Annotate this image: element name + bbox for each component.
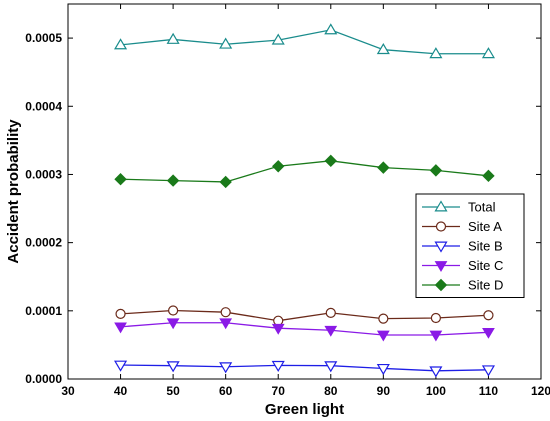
series-line — [120, 309, 489, 322]
data-point — [219, 318, 233, 330]
legend-label: Site D — [468, 278, 503, 293]
x-tick-label: 40 — [114, 384, 128, 398]
series-line — [120, 29, 489, 55]
data-point — [481, 365, 495, 377]
data-point — [378, 313, 389, 324]
x-tick-label: 120 — [531, 384, 550, 398]
y-tick-label: 0.0001 — [25, 304, 62, 318]
y-tick-label: 0.0003 — [25, 167, 62, 181]
data-point — [376, 363, 390, 376]
data-point — [272, 160, 285, 173]
axes — [67, 3, 542, 380]
data-point — [377, 161, 390, 174]
plot-frame — [67, 3, 542, 380]
series-line — [120, 364, 489, 372]
data-point — [429, 330, 443, 342]
data-point — [219, 362, 233, 374]
x-axis-label: Green light — [265, 401, 344, 418]
data-point — [166, 361, 180, 373]
x-tick-label: 90 — [377, 384, 391, 398]
y-tick-label: 0.0002 — [25, 236, 62, 250]
data-point — [219, 175, 232, 189]
series-site-c — [114, 318, 495, 342]
legend-marker — [434, 241, 448, 253]
legend: Total Site A Site B Site C Site D — [415, 193, 525, 298]
data-point — [115, 308, 126, 319]
data-point — [114, 360, 128, 372]
y-axis-ticks: 0.0000 0.0001 0.0002 0.0003 0.0004 0.0005 — [25, 31, 541, 386]
legend-marker — [434, 278, 448, 292]
data-point — [166, 32, 180, 44]
y-tick-label: 0.0005 — [25, 31, 62, 45]
legend-marker — [435, 221, 447, 232]
series-total — [114, 23, 495, 59]
y-axis-label: Accident probability — [5, 119, 22, 264]
series-site-b — [114, 360, 495, 378]
data-point — [481, 47, 495, 59]
legend-label: Site B — [468, 239, 503, 254]
data-point — [271, 360, 285, 373]
legend-entry: Site A — [422, 219, 502, 234]
y-tick-label: 0.0000 — [25, 372, 62, 386]
series-line — [120, 322, 489, 336]
y-tick-label: 0.0004 — [25, 99, 62, 113]
x-tick-label: 70 — [272, 384, 286, 398]
x-tick-label: 30 — [61, 384, 75, 398]
data-point — [325, 307, 336, 318]
series-layer — [114, 23, 495, 378]
data-point — [271, 33, 285, 45]
legend-marker — [434, 200, 448, 212]
data-point — [430, 312, 441, 324]
legend-label: Total — [468, 200, 496, 215]
data-point — [482, 169, 495, 183]
data-point — [483, 310, 494, 321]
data-point — [168, 305, 179, 316]
data-point — [220, 307, 231, 318]
data-point — [376, 330, 390, 342]
legend-entry: Site B — [422, 239, 503, 254]
x-tick-label: 100 — [426, 384, 446, 398]
data-point — [166, 318, 180, 330]
data-point — [219, 37, 233, 49]
x-tick-label: 80 — [324, 384, 338, 398]
data-point — [114, 38, 128, 50]
legend-entry: Site D — [422, 278, 503, 293]
data-point — [376, 42, 390, 55]
data-point — [324, 361, 338, 373]
series-site-d — [114, 154, 495, 189]
legend-entry: Site C — [422, 258, 503, 273]
data-point — [114, 322, 127, 334]
legend-label: Site C — [468, 258, 503, 273]
data-point — [324, 23, 338, 35]
legend-marker — [434, 261, 448, 272]
x-tick-label: 110 — [479, 384, 499, 398]
data-point — [429, 164, 443, 177]
data-point — [271, 323, 285, 335]
x-tick-label: 60 — [219, 384, 233, 398]
data-point — [114, 173, 127, 186]
series-site-a — [115, 305, 494, 326]
series-line — [120, 160, 489, 183]
data-point — [324, 154, 337, 168]
data-point — [429, 47, 443, 59]
x-tick-label: 50 — [166, 384, 180, 398]
legend-label: Site A — [468, 219, 502, 234]
data-point — [429, 366, 443, 378]
data-point — [324, 325, 338, 337]
legend-entry: Total — [422, 200, 496, 215]
data-point — [166, 174, 180, 187]
data-point — [482, 327, 495, 339]
